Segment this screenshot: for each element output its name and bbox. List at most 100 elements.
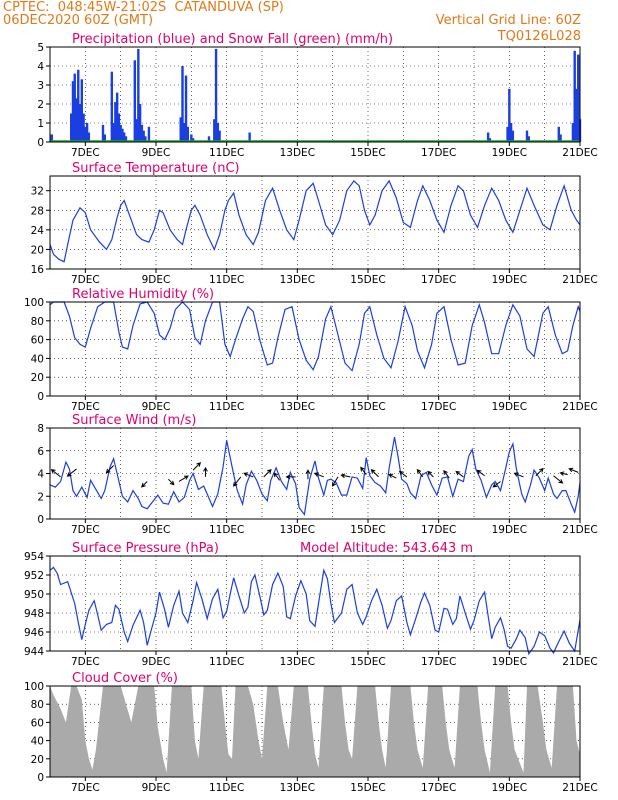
panel-2 [46,175,581,273]
station-header: CPTEC: 048:45W-21:02S CATANDUVA (SP) [3,0,284,15]
x-tick-label: 11DEC [209,274,244,286]
precip-bar [115,92,119,142]
y-tick-label: 6 [37,446,44,458]
precip-bar [191,138,195,142]
precip-bar [186,126,189,142]
y-tick-label: 24 [31,225,45,237]
panel-3 [46,301,581,400]
wind-arrow [388,473,397,479]
x-tick-label: 15DEC [350,274,385,286]
wind-arrow [398,470,408,478]
x-tick-label: 15DEC [350,401,385,413]
x-tick-label: 19DEC [492,147,527,159]
wind-arrow [553,475,564,484]
wind-arrow [513,472,524,478]
x-tick-label: 21DEC [562,524,597,536]
wind-arrow [232,476,242,487]
precip-bar [527,136,530,142]
panel-5 [46,555,581,656]
x-tick-label: 17DEC [421,147,456,159]
y-tick-label: 20 [31,244,44,256]
precip-bar [137,48,140,142]
y-tick-label: 100 [24,297,44,309]
cloud-cover-area [50,686,580,777]
x-tick-label: 7DEC [71,401,100,413]
y-tick-label: 0 [37,514,44,526]
precip-bar [183,123,186,142]
x-tick-label: 9DEC [142,401,171,413]
precip-bar [82,113,85,142]
series-line [49,566,581,656]
wind-arrow [332,476,339,487]
x-tick-label: 17DEC [421,274,456,286]
panel-title: Cloud Cover (%) [72,671,178,686]
y-tick-label: 948 [24,608,44,620]
plot-frame [49,685,581,778]
x-tick-label: 19DEC [492,656,527,668]
y-tick-label: 80 [31,699,44,711]
precip-bar [124,136,128,142]
y-tick-label: 3 [37,80,44,92]
x-tick-label: 21DEC [562,147,597,159]
y-tick-label: 952 [24,570,44,582]
precip-bar [112,123,115,142]
y-tick-label: 2 [37,99,44,111]
precip-bar [207,136,211,142]
precip-bar [559,134,562,142]
precip-bar [190,134,193,142]
panel-6 [46,685,581,781]
y-tick-label: 950 [24,589,44,601]
precip-bar [506,126,509,142]
wind-arrow [476,469,485,477]
x-tick-label: 13DEC [280,782,315,794]
x-tick-label: 7DEC [71,524,100,536]
x-tick-label: 11DEC [209,147,244,159]
precip-bar [77,69,80,142]
precip-bar [144,136,147,142]
wind-arrow [192,462,202,471]
y-tick-label: 28 [31,205,44,217]
y-tick-label: 1 [37,118,44,130]
y-tick-label: 0 [37,391,44,403]
wind-arrow [263,468,272,478]
precip-bar [80,79,83,142]
precip-bar [573,50,576,142]
precip-bar [508,88,511,142]
x-tick-label: 7DEC [71,147,100,159]
precip-bar [73,73,76,142]
wind-arrow [243,472,254,478]
plot-frame [49,301,581,397]
plot-frame [49,555,581,652]
precip-bar [84,126,87,142]
precip-bar [214,48,218,142]
plot-frame [49,427,581,520]
x-tick-label: 21DEC [562,656,597,668]
y-tick-label: 2 [37,491,44,503]
precip-bar [133,60,136,142]
y-tick-label: 944 [24,646,44,658]
y-tick-label: 16 [31,264,45,276]
precip-bar [557,126,560,142]
y-tick-label: 80 [31,316,44,328]
precip-bar [488,138,492,142]
y-tick-label: 60 [31,717,44,729]
x-tick-label: 7DEC [71,274,100,286]
precip-bar [70,113,73,142]
wind-arrow [427,470,434,478]
y-tick-label: 20 [31,372,44,384]
y-tick-label: 40 [31,736,44,748]
precip-bar [135,119,138,142]
precip-bar [78,104,82,142]
x-tick-label: 9DEC [142,782,171,794]
wind-arrow [168,478,175,486]
x-tick-label: 19DEC [492,782,527,794]
x-tick-label: 7DEC [71,782,100,794]
precip-bar [103,134,106,142]
x-tick-label: 11DEC [209,524,244,536]
x-tick-label: 11DEC [209,401,244,413]
y-tick-label: 60 [31,335,44,347]
panel-title: Relative Humidity (%) [72,287,214,302]
precip-bar [184,75,188,142]
precip-bar [140,124,144,142]
precip-bar [50,134,53,142]
